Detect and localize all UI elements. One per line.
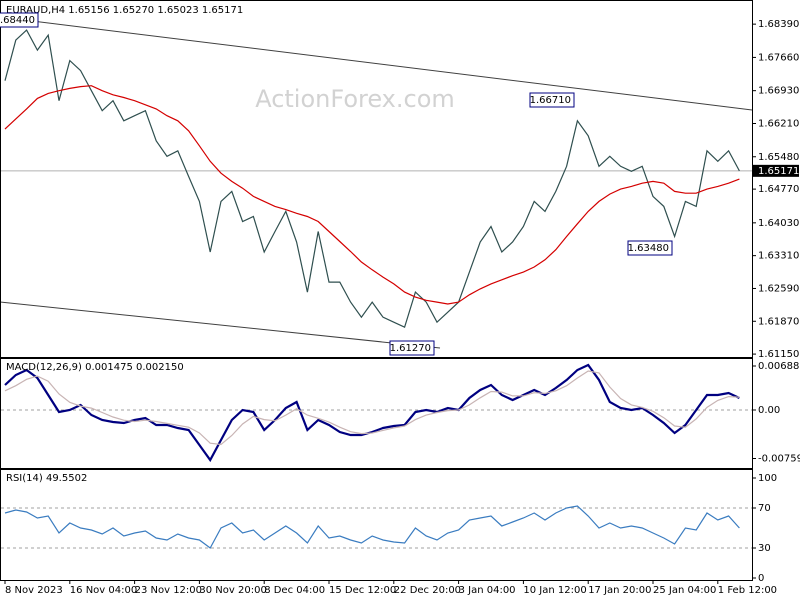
y-tick-label: 0.006886 <box>758 361 800 372</box>
y-tick-label: 100 <box>758 473 777 484</box>
x-tick-label: 8 Dec 04:00 <box>264 585 325 596</box>
annotation-label: 1.66710 <box>530 95 571 106</box>
x-tick-label: 25 Jan 04:00 <box>653 585 716 596</box>
y-tick-label: 1.65480 <box>758 152 799 163</box>
annotation-box <box>627 240 673 256</box>
x-tick-label: 3 Jan 04:00 <box>459 585 516 596</box>
y-tick-label: 1.63310 <box>758 251 799 262</box>
x-tick-label: 1 Feb 12:00 <box>718 585 777 596</box>
series-line <box>4 370 740 446</box>
panel-border <box>0 358 753 469</box>
y-tick-label: 1.67660 <box>758 52 799 63</box>
annotation-box <box>0 12 39 28</box>
y-tick-label: 1.66210 <box>758 118 799 129</box>
y-tick-label: 30 <box>758 543 771 554</box>
y-tick-label: 1.61870 <box>758 316 799 327</box>
watermark: ActionForex.com <box>255 85 455 113</box>
y-tick-label: 70 <box>758 503 771 514</box>
y-tick-label: 0 <box>758 573 764 584</box>
x-tick-label: 10 Jan 12:00 <box>523 585 586 596</box>
panel-title: EURAUD,H4 1.65156 1.65270 1.65023 1.6517… <box>6 5 243 16</box>
annotation-label: 1.68440 <box>0 15 35 26</box>
channel-lower <box>0 301 441 349</box>
y-tick-label: 1.66930 <box>758 86 799 97</box>
last-price-box <box>753 164 799 177</box>
y-tick-label: 1.61150 <box>758 349 799 360</box>
x-tick-label: 23 Nov 12:00 <box>135 585 202 596</box>
series-line <box>4 29 740 329</box>
annotation-label: 1.61270 <box>390 343 431 354</box>
series-line <box>4 363 740 463</box>
annotation-box <box>389 340 435 356</box>
panel-border <box>0 0 753 358</box>
panel-title: MACD(12,26,9) 0.001475 0.002150 <box>6 362 184 373</box>
series-line <box>4 85 740 305</box>
x-tick-label: 15 Dec 12:00 <box>329 585 396 596</box>
panel-border <box>0 469 753 581</box>
annotation-box <box>529 92 575 108</box>
x-tick-label: 22 Dec 20:00 <box>394 585 461 596</box>
last-price-label: 1.65171 <box>758 166 799 177</box>
y-tick-label: 1.64030 <box>758 218 799 229</box>
x-tick-label: 8 Nov 2023 <box>5 585 63 596</box>
x-tick-label: 17 Jan 20:00 <box>588 585 651 596</box>
y-tick-label: 1.64770 <box>758 184 799 195</box>
y-tick-label: 1.62590 <box>758 283 799 294</box>
x-tick-label: 30 Nov 20:00 <box>199 585 266 596</box>
y-tick-label: 0.00 <box>758 405 780 416</box>
x-tick-label: 16 Nov 04:00 <box>70 585 137 596</box>
annotation-label: 1.63480 <box>628 243 669 254</box>
series-line <box>4 505 740 549</box>
y-tick-label: -0.007591 <box>758 453 800 464</box>
y-tick-label: 1.68390 <box>758 19 799 30</box>
channel-upper <box>0 16 753 111</box>
panel-title: RSI(14) 49.5502 <box>6 473 87 484</box>
